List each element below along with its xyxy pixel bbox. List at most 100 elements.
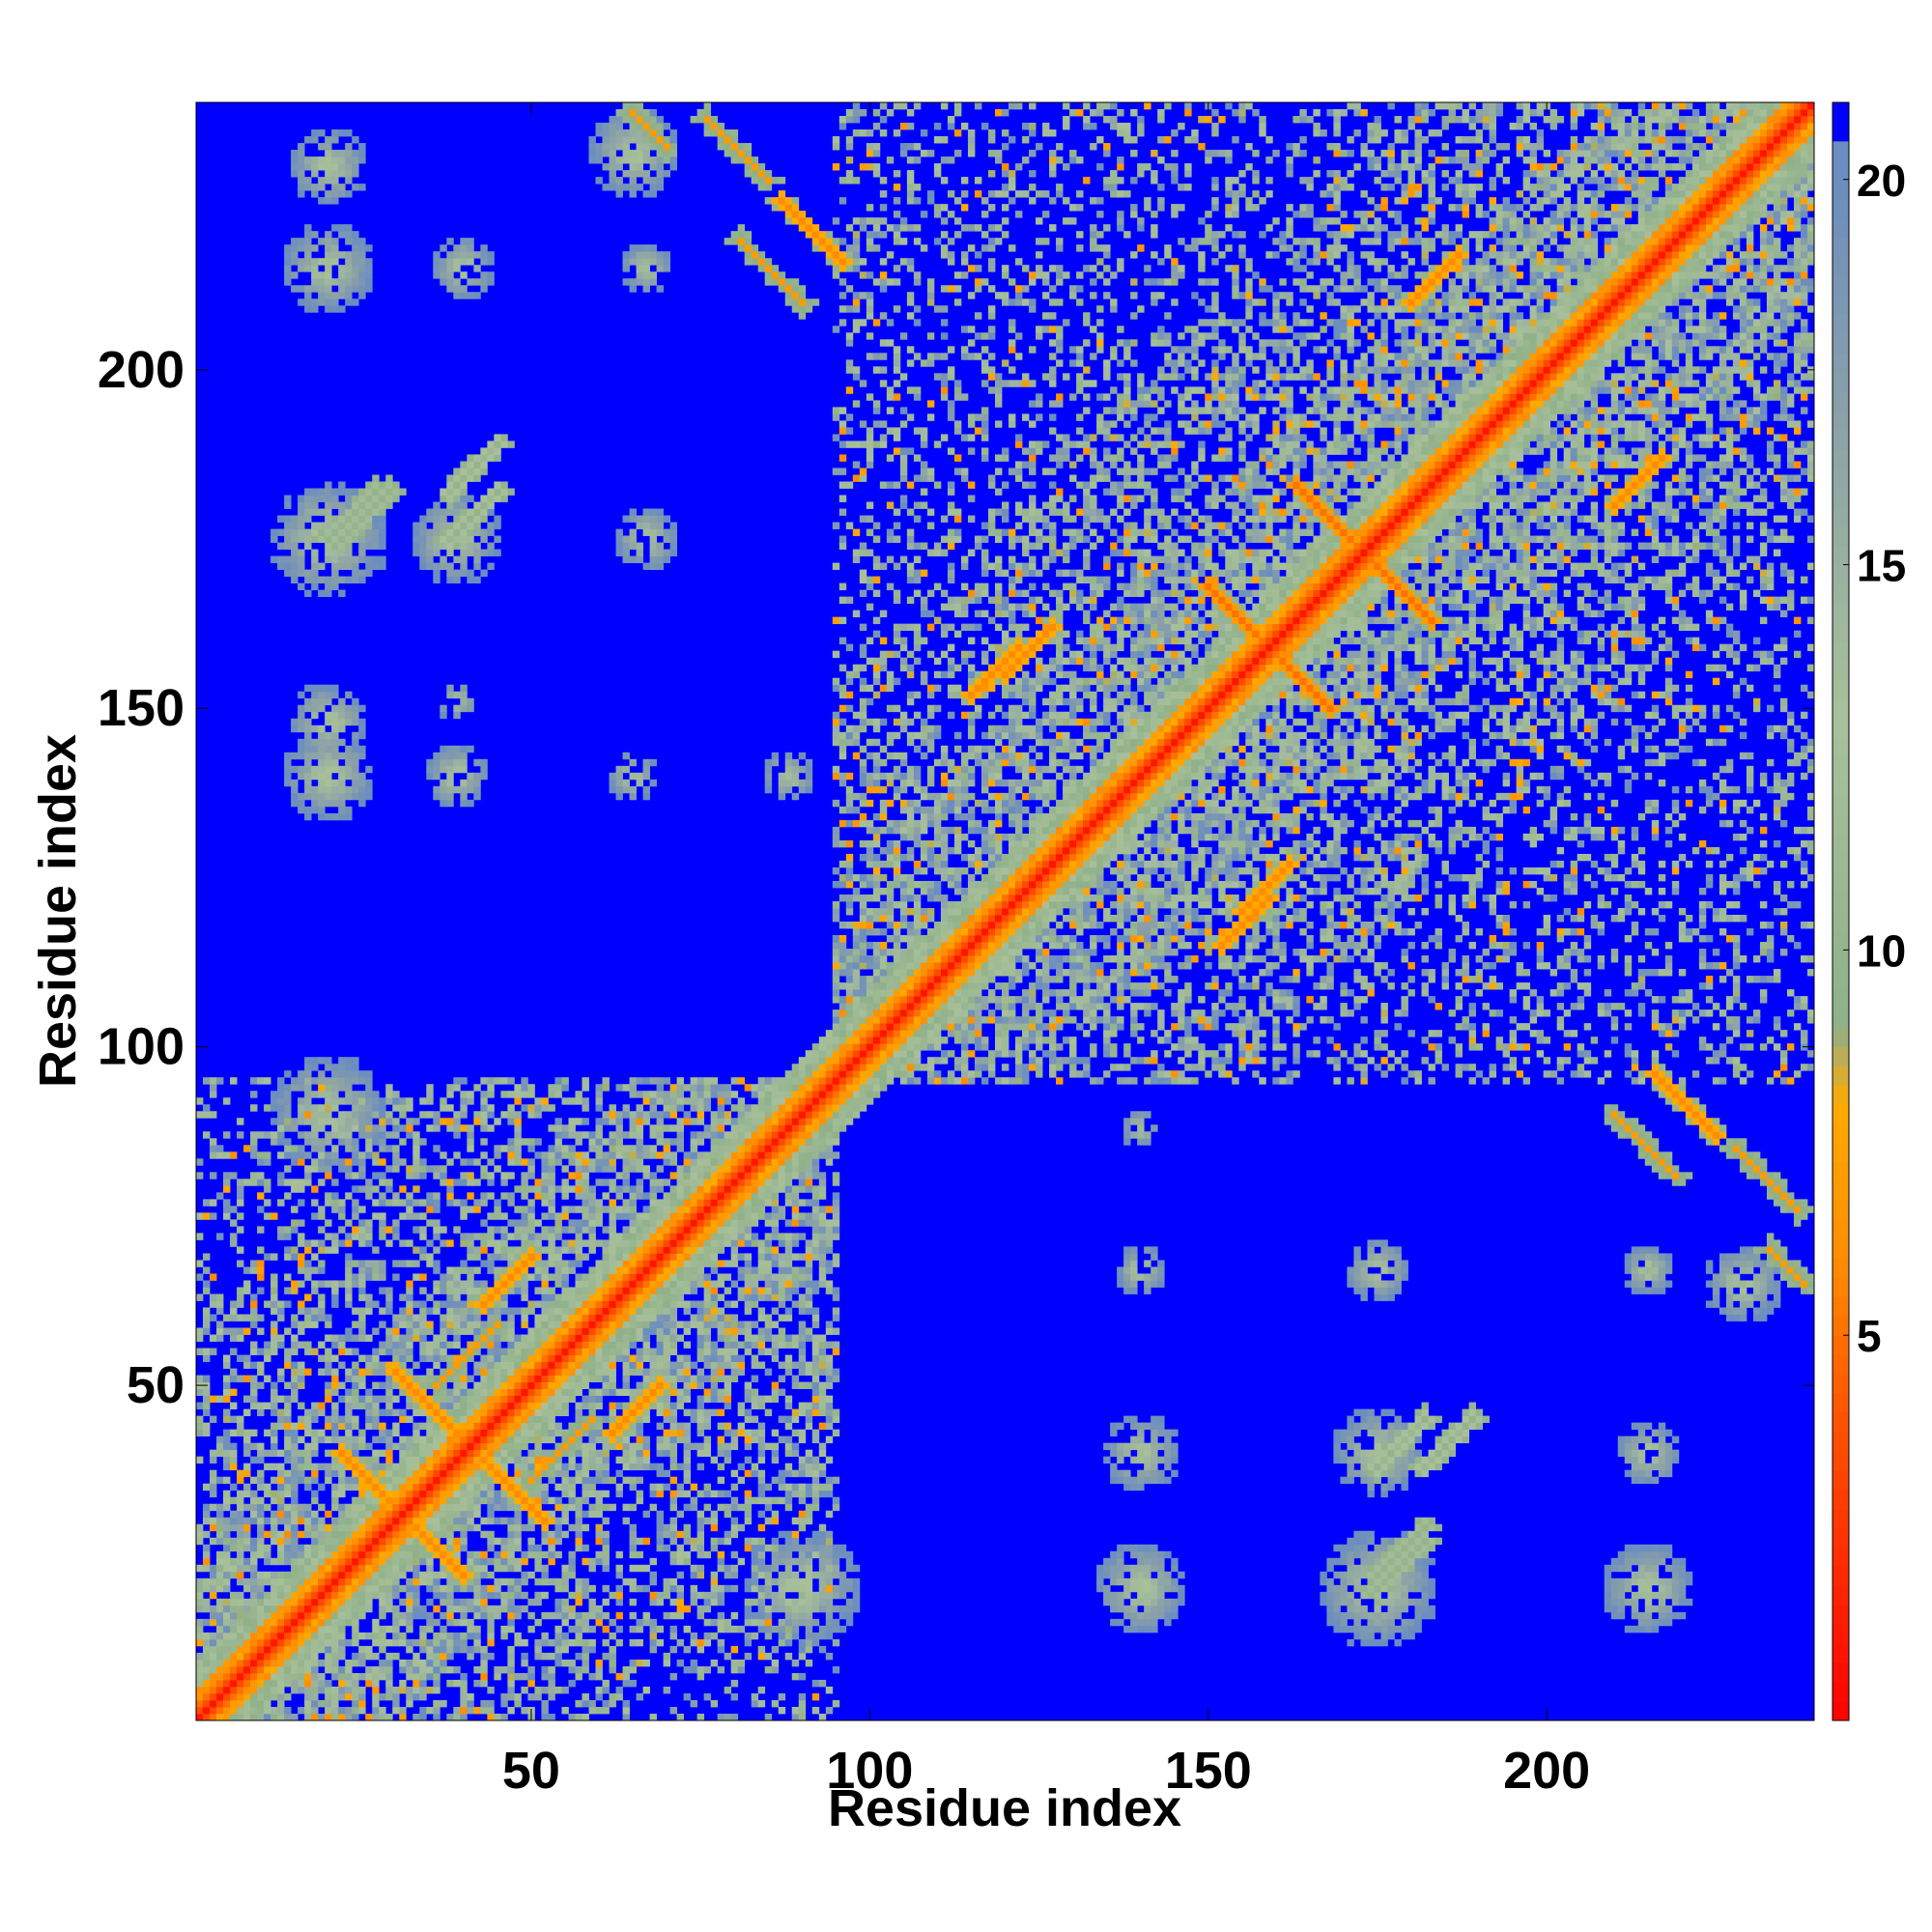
heatmap-cell bbox=[500, 1415, 508, 1424]
heatmap-cell bbox=[338, 1348, 346, 1355]
heatmap-cell bbox=[358, 569, 366, 577]
heatmap-cell bbox=[257, 1550, 265, 1559]
heatmap-cell bbox=[311, 1598, 319, 1606]
heatmap-cell bbox=[298, 1104, 305, 1112]
heatmap-cell bbox=[210, 1564, 217, 1573]
heatmap-cell bbox=[250, 1510, 258, 1519]
heatmap-cell bbox=[554, 1375, 562, 1382]
heatmap-cell bbox=[372, 1273, 380, 1281]
heatmap-cell bbox=[203, 1212, 211, 1220]
heatmap-cell bbox=[345, 1408, 353, 1417]
heatmap-cell bbox=[325, 1544, 332, 1552]
heatmap-cell bbox=[554, 1151, 562, 1159]
heatmap-cell bbox=[541, 1300, 549, 1308]
heatmap-cell bbox=[419, 1659, 427, 1667]
heatmap-cell bbox=[331, 1550, 339, 1559]
heatmap-cell bbox=[358, 1287, 366, 1294]
heatmap-cell bbox=[358, 1091, 366, 1098]
heatmap-cell bbox=[548, 1652, 555, 1661]
heatmap-cell bbox=[318, 1341, 326, 1349]
heatmap-cell bbox=[582, 1577, 589, 1586]
heatmap-cell bbox=[365, 1490, 373, 1498]
heatmap-cell bbox=[467, 799, 474, 808]
heatmap-cell bbox=[325, 1199, 332, 1207]
heatmap-cell bbox=[318, 1091, 326, 1098]
heatmap-cell bbox=[237, 1287, 244, 1294]
heatmap-cell bbox=[561, 1435, 569, 1444]
heatmap-cell bbox=[500, 1233, 508, 1240]
heatmap-cell bbox=[615, 765, 623, 774]
heatmap-cell bbox=[230, 1348, 238, 1355]
heatmap-cell bbox=[230, 1456, 238, 1464]
heatmap-cell bbox=[345, 1564, 353, 1573]
heatmap-cell bbox=[223, 1415, 231, 1424]
heatmap-cell bbox=[291, 515, 298, 523]
heatmap-cell bbox=[460, 1672, 468, 1681]
heatmap-cell bbox=[615, 177, 623, 185]
heatmap-cell bbox=[561, 1266, 569, 1274]
heatmap-cell bbox=[358, 1327, 366, 1335]
heatmap-cell bbox=[453, 1077, 461, 1085]
heatmap-cell bbox=[426, 1503, 434, 1512]
heatmap-cell bbox=[345, 298, 353, 306]
heatmap-cell bbox=[385, 1598, 393, 1606]
heatmap-cell bbox=[291, 1321, 298, 1328]
heatmap-cell bbox=[372, 1402, 380, 1410]
heatmap-cell bbox=[487, 522, 495, 529]
heatmap-cell bbox=[318, 1354, 326, 1362]
heatmap-cell bbox=[304, 1530, 312, 1539]
heatmap-cell bbox=[372, 508, 380, 516]
heatmap-cell bbox=[453, 1598, 461, 1606]
heatmap-cell bbox=[365, 542, 373, 550]
heatmap-cell bbox=[575, 1638, 582, 1647]
heatmap-cell bbox=[304, 251, 312, 259]
heatmap-cell bbox=[453, 515, 461, 523]
heatmap-cell bbox=[615, 1348, 623, 1355]
heatmap-cell bbox=[521, 1077, 528, 1085]
heatmap-cell bbox=[216, 1550, 224, 1559]
heatmap-cell bbox=[311, 1158, 319, 1166]
heatmap-cell bbox=[514, 1435, 522, 1444]
heatmap-cell bbox=[582, 1280, 589, 1288]
heatmap-cell bbox=[331, 1334, 339, 1342]
heatmap-cell bbox=[467, 1172, 474, 1179]
heatmap-cell bbox=[277, 1611, 285, 1620]
heatmap-cell bbox=[460, 258, 468, 266]
heatmap-cell bbox=[575, 1185, 582, 1193]
heatmap-cell bbox=[338, 711, 346, 720]
heatmap-cell bbox=[426, 1293, 434, 1301]
heatmap-cell bbox=[358, 1233, 366, 1240]
heatmap-cell bbox=[480, 1375, 488, 1382]
heatmap-cell bbox=[304, 1577, 312, 1586]
heatmap-cell bbox=[345, 1165, 353, 1173]
heatmap-cell bbox=[392, 1321, 400, 1328]
heatmap-cell bbox=[507, 1341, 515, 1349]
heatmap-cell bbox=[257, 1273, 265, 1281]
heatmap-cell bbox=[392, 1699, 400, 1708]
heatmap-cell bbox=[514, 1395, 522, 1404]
heatmap-cell bbox=[277, 1300, 285, 1308]
heatmap-cell bbox=[609, 1341, 616, 1349]
heatmap-cell bbox=[243, 1699, 251, 1708]
heatmap-cell bbox=[304, 785, 312, 794]
heatmap-cell bbox=[426, 1327, 434, 1335]
heatmap-cell bbox=[460, 562, 468, 570]
heatmap-cell bbox=[453, 1361, 461, 1369]
heatmap-cell bbox=[622, 1226, 630, 1234]
heatmap-cell bbox=[270, 1341, 278, 1349]
heatmap-cell bbox=[514, 1084, 522, 1092]
heatmap-cell bbox=[257, 1645, 265, 1654]
heatmap-cell bbox=[480, 1463, 488, 1471]
heatmap-cell bbox=[460, 528, 468, 536]
heatmap-cell bbox=[419, 1388, 427, 1396]
heatmap-cell bbox=[311, 1625, 319, 1634]
heatmap-cell bbox=[345, 170, 353, 178]
heatmap-cell bbox=[595, 1145, 603, 1152]
heatmap-cell bbox=[379, 1212, 386, 1220]
heatmap-cell bbox=[325, 1591, 332, 1600]
heatmap-cell bbox=[568, 1375, 576, 1382]
heatmap-cell bbox=[507, 1368, 515, 1376]
heatmap-cell bbox=[480, 1334, 488, 1342]
heatmap-cell bbox=[325, 1192, 332, 1200]
heatmap-cell bbox=[237, 1469, 244, 1478]
